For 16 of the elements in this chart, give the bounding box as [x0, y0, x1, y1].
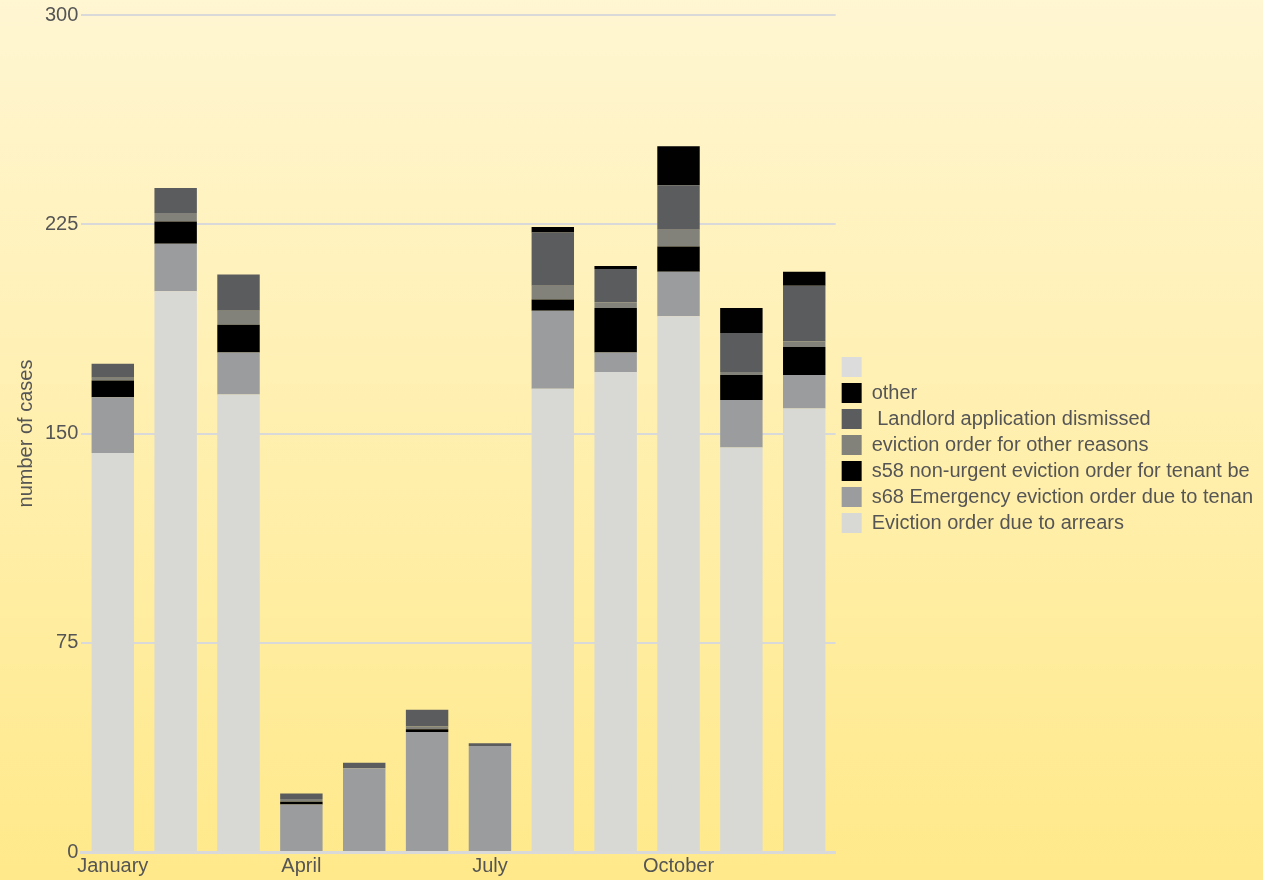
x-tick-label: April: [281, 853, 322, 876]
y-tick-label: 150: [44, 421, 79, 444]
legend-label: other: [871, 380, 918, 403]
y-tick-label: 300: [44, 2, 79, 25]
y-axis-title: number of cases: [13, 359, 36, 508]
legend-label: eviction order for other reasons: [871, 432, 1149, 455]
x-tick-label: January: [77, 853, 149, 876]
x-tick-label: October: [642, 853, 715, 876]
legend-label: s58 non-urgent eviction order for tenant be: [871, 458, 1250, 481]
legend-label: s68 Emergency eviction order due to tenan: [871, 484, 1254, 507]
y-tick-label: 225: [44, 211, 79, 234]
legend-label: Landlord application dismissed: [871, 406, 1151, 429]
legend-label: Eviction order due to arrears: [871, 510, 1125, 533]
y-tick-label: 0: [67, 839, 79, 862]
x-tick-label: July: [472, 853, 508, 876]
y-tick-label: 75: [56, 630, 79, 653]
